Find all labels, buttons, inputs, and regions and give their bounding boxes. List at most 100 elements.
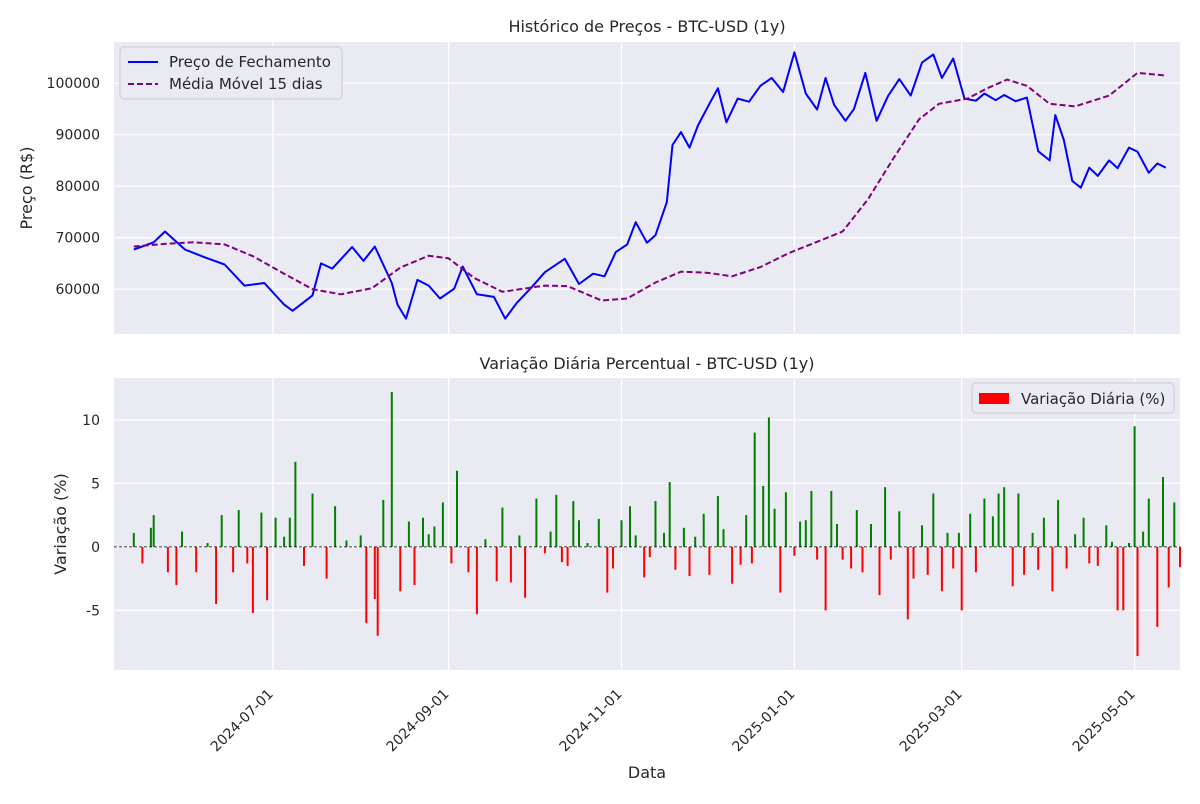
variation-bar: [475, 546, 478, 615]
variation-chart-title: Variação Diária Percentual - BTC-USD (1y…: [480, 354, 815, 373]
variation-bar: [750, 546, 753, 564]
variation-bar: [921, 525, 923, 547]
variation-bar: [578, 520, 580, 547]
variation-bar: [359, 535, 362, 547]
variation-bar: [206, 543, 209, 547]
variation-bar: [674, 546, 677, 570]
variation-bar: [804, 520, 807, 547]
variation-bar: [288, 517, 291, 547]
variation-bar: [1011, 546, 1014, 587]
variation-bar: [132, 532, 135, 547]
variation-bar: [870, 524, 872, 547]
variation-bar: [1116, 546, 1119, 611]
variation-bar: [1147, 498, 1150, 547]
variation-bar: [413, 546, 416, 585]
variation-bar: [303, 546, 305, 566]
variation-bar: [566, 546, 569, 566]
variation-bar: [784, 492, 787, 547]
variation-bar: [946, 532, 949, 547]
variation-bar: [912, 546, 915, 579]
date-x-tick-label: 2025-01-01: [730, 686, 799, 755]
variation-bar: [722, 529, 725, 547]
variation-bar: [274, 517, 277, 547]
variation-bar: [597, 518, 600, 547]
variation-bar: [612, 546, 614, 569]
variation-bar: [251, 546, 254, 613]
variation-bar: [152, 515, 155, 547]
variation-bar: [1037, 546, 1040, 570]
variation-bar: [1142, 531, 1145, 547]
variation-bar: [484, 539, 487, 547]
price-y-tick-label: 60000: [55, 282, 100, 298]
variation-bar: [793, 546, 796, 556]
price-y-tick-label: 70000: [55, 231, 100, 247]
price-y-axis-label: Preço (R$): [17, 147, 36, 230]
variation-bar: [694, 536, 697, 547]
variation-bar: [237, 510, 240, 547]
variation-bar: [365, 546, 368, 624]
variation-bar: [246, 546, 249, 564]
variation-bar: [373, 546, 376, 599]
variation-bar: [220, 515, 223, 547]
variation-bar: [745, 515, 748, 547]
variation-plot-background: [114, 378, 1180, 670]
variation-bar: [586, 543, 589, 547]
variation-bar: [399, 546, 402, 592]
variation-bar: [390, 392, 393, 547]
variation-bar: [753, 432, 756, 547]
variation-bar: [166, 546, 169, 573]
variation-y-tick-label: 5: [91, 476, 100, 492]
variation-bar: [688, 546, 691, 577]
variation-bar: [175, 546, 178, 585]
variation-bar: [663, 532, 665, 547]
variation-bar: [422, 517, 424, 547]
variation-bar: [1156, 546, 1159, 627]
variation-bar: [898, 511, 901, 547]
variation-bar: [382, 499, 385, 547]
variation-bar: [1128, 543, 1130, 547]
variation-bar: [334, 506, 337, 547]
variation-bar: [799, 521, 802, 547]
variation-bar: [1105, 525, 1108, 547]
variation-bar: [543, 546, 546, 554]
variation-bar: [535, 498, 538, 547]
variation-bar: [824, 546, 827, 611]
variation-bar: [762, 485, 765, 547]
variation-y-tick-label: 0: [91, 540, 100, 556]
variation-bar: [524, 546, 527, 598]
variation-bar: [855, 510, 858, 547]
date-x-ticks: 2024-07-01 2024-09-01 2024-11-01 2025-01-01…: [208, 686, 1139, 755]
variation-bar: [1051, 546, 1054, 592]
variation-bar: [906, 546, 909, 620]
variation-bar: [940, 546, 943, 592]
variation-bar: [518, 535, 521, 547]
variation-bar: [149, 527, 152, 547]
legend-daily-variation-swatch: [979, 393, 1009, 404]
variation-bar: [1088, 546, 1091, 564]
variation-bar: [441, 502, 444, 547]
variation-bar: [991, 516, 994, 547]
variation-bar: [702, 513, 705, 547]
price-y-tick-label: 80000: [55, 179, 100, 195]
legend-daily-variation-label: Variação Diária (%): [1021, 390, 1165, 408]
variation-bar: [767, 417, 770, 547]
variation-bar: [1173, 502, 1176, 547]
price-y-ticks: 60000 70000 80000 90000 100000: [47, 76, 100, 298]
variation-bar: [427, 534, 430, 547]
variation-bar: [668, 482, 671, 547]
date-x-tick-label: 2024-11-01: [557, 686, 626, 755]
variation-bar: [643, 546, 646, 578]
variation-bar: [141, 546, 144, 564]
date-x-tick-label: 2024-07-01: [208, 686, 277, 755]
variation-bar: [1023, 546, 1026, 575]
variation-y-axis-label: Variação (%): [51, 473, 70, 575]
variation-bar: [560, 546, 563, 563]
moving-average-line: [133, 71, 1166, 302]
variation-bar: [960, 546, 963, 611]
variation-bar: [501, 507, 504, 547]
variation-bar: [195, 546, 198, 573]
variation-bar: [1065, 546, 1068, 569]
variation-bar: [836, 524, 838, 547]
variation-bar: [739, 546, 742, 565]
